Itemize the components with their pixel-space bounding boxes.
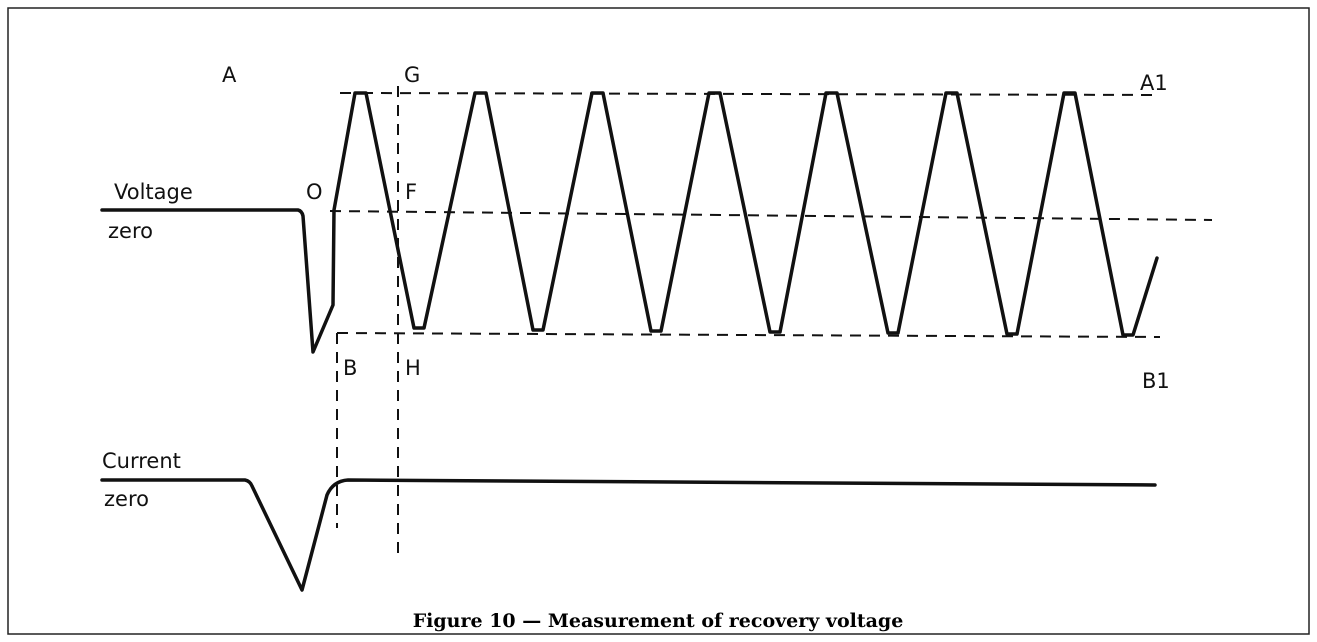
current-wave: [100, 478, 1157, 592]
label-current: Current: [102, 449, 181, 473]
peak-line: [361, 92, 1161, 96]
label-a1: A1: [1140, 71, 1168, 95]
voltage-wave: [100, 91, 1159, 354]
label-voltage-zero: zero: [108, 219, 153, 243]
caption: Figure 10 — Measurement of recovery volt…: [413, 610, 904, 632]
zero-line: [329, 210, 1213, 221]
border: [7, 7, 1310, 635]
label-f: F: [405, 180, 417, 204]
label-voltage: Voltage: [114, 180, 193, 204]
trough-line: [336, 332, 1161, 338]
label-b: B: [343, 356, 357, 380]
label-a: A: [222, 63, 237, 87]
label-g: G: [404, 63, 420, 87]
label-h: H: [405, 356, 421, 380]
label-b1: B1: [1142, 369, 1170, 393]
label-o: O: [306, 180, 323, 204]
label-current-zero: zero: [104, 487, 149, 511]
